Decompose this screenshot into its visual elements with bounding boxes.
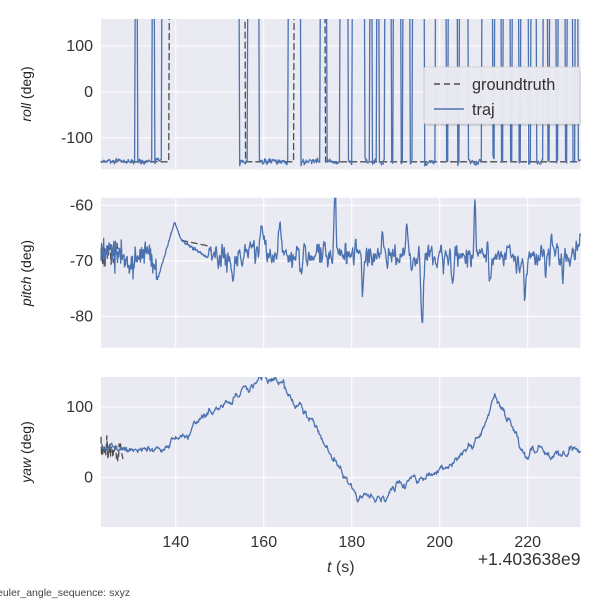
svg-text:groundtruth: groundtruth (472, 76, 555, 94)
svg-text:t (s): t (s) (327, 559, 355, 576)
svg-text:0: 0 (84, 84, 93, 101)
svg-text:180: 180 (338, 534, 365, 551)
svg-text:-80: -80 (70, 309, 93, 326)
svg-text:+1.403638e9: +1.403638e9 (478, 549, 581, 569)
svg-text:0: 0 (84, 470, 93, 487)
svg-text:traj: traj (472, 101, 495, 119)
svg-text:100: 100 (66, 38, 93, 55)
svg-text:-100: -100 (61, 130, 93, 147)
svg-text:-70: -70 (70, 253, 93, 270)
svg-text:160: 160 (250, 534, 277, 551)
svg-text:euler_angle_sequence: sxyz: euler_angle_sequence: sxyz (0, 587, 130, 599)
svg-text:100: 100 (66, 399, 93, 416)
svg-text:-60: -60 (70, 197, 93, 214)
svg-text:140: 140 (162, 534, 189, 551)
svg-text:200: 200 (426, 534, 453, 551)
